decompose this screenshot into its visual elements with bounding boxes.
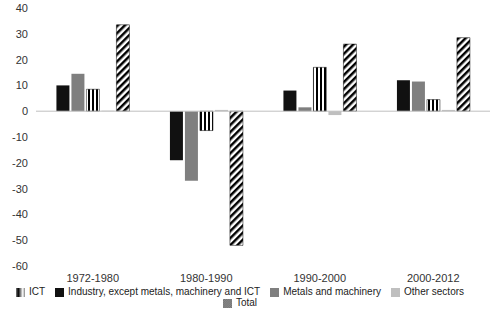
svg-text:-40: -40 bbox=[12, 208, 28, 220]
html-text:Industry, except metals, machi: Industry, except metals, machinery and I… bbox=[68, 286, 261, 297]
svg-text:30: 30 bbox=[16, 28, 28, 40]
svg-text:-10: -10 bbox=[12, 131, 28, 143]
svg-text:10: 10 bbox=[16, 79, 28, 91]
svg-text:-50: -50 bbox=[12, 234, 28, 246]
html-text:Metals and machinery: Metals and machinery bbox=[283, 286, 381, 297]
svg-text:-30: -30 bbox=[12, 183, 28, 195]
svg-text:1990-2000: 1990-2000 bbox=[293, 272, 346, 284]
svg-text:-20: -20 bbox=[12, 157, 28, 169]
svg-text:0: 0 bbox=[22, 105, 28, 117]
html-text:Other sectors: Other sectors bbox=[404, 286, 464, 297]
svg-text:1980-1990: 1980-1990 bbox=[180, 272, 233, 284]
svg-text:20: 20 bbox=[16, 54, 28, 66]
svg-text:40: 40 bbox=[16, 2, 28, 14]
svg-text:2000-2012: 2000-2012 bbox=[407, 272, 460, 284]
html-text:ICT: ICT bbox=[29, 286, 46, 297]
svg-text:1972-1980: 1972-1980 bbox=[66, 272, 119, 284]
svg-text:-60: -60 bbox=[12, 260, 28, 272]
html-text:Total: Total bbox=[235, 297, 258, 308]
